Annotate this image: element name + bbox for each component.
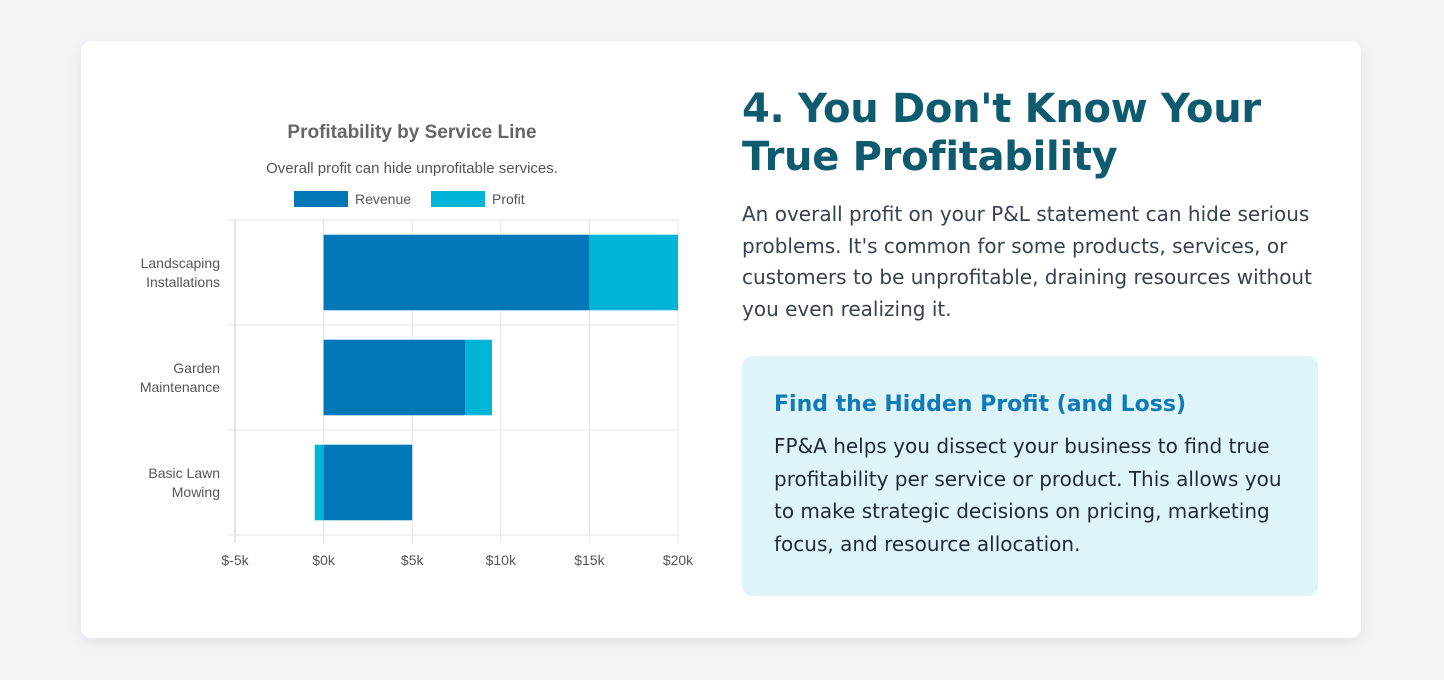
legend-swatch-revenue xyxy=(294,191,348,207)
category-label: Garden xyxy=(173,360,220,376)
chart-panel: Profitability by Service Line Overall pro… xyxy=(81,41,741,638)
chart-subtitle: Overall profit can hide unprofitable ser… xyxy=(266,160,558,177)
legend-label-revenue: Revenue xyxy=(355,191,411,207)
x-tick-label: $0k xyxy=(312,552,336,568)
x-tick-label: $10k xyxy=(486,552,517,568)
text-panel: 4. You Don't Know Your True Profitabilit… xyxy=(742,85,1322,325)
content-card: Profitability by Service Line Overall pro… xyxy=(81,41,1361,638)
legend-label-profit: Profit xyxy=(492,191,525,207)
callout-box: Find the Hidden Profit (and Loss) FP&A h… xyxy=(742,356,1318,596)
category-label: Basic Lawn xyxy=(148,465,220,481)
chart-title: Profitability by Service Line xyxy=(287,122,536,143)
x-tick-label: $-5k xyxy=(221,552,249,568)
profitability-chart: Profitability by Service Line Overall pro… xyxy=(140,122,694,568)
x-tick-label: $5k xyxy=(401,552,425,568)
category-label: Maintenance xyxy=(140,379,220,395)
section-heading: 4. You Don't Know Your True Profitabilit… xyxy=(742,86,1261,180)
callout-title: Find the Hidden Profit (and Loss) xyxy=(774,392,1187,417)
bar-profit xyxy=(314,444,324,521)
bar-profit xyxy=(589,234,678,311)
bar-revenue xyxy=(323,234,590,311)
category-label: Installations xyxy=(146,274,220,290)
intro-paragraph: An overall profit on your P&L statement … xyxy=(742,202,1312,321)
category-label: Mowing xyxy=(172,484,220,500)
x-tick-label: $20k xyxy=(663,552,694,568)
callout-body: FP&A helps you dissect your business to … xyxy=(774,434,1282,556)
bar-revenue xyxy=(323,444,413,521)
category-label: Landscaping xyxy=(141,255,220,271)
bar-revenue xyxy=(323,339,466,416)
legend-swatch-profit xyxy=(431,191,485,207)
bar-profit xyxy=(465,339,492,416)
x-tick-label: $15k xyxy=(574,552,605,568)
